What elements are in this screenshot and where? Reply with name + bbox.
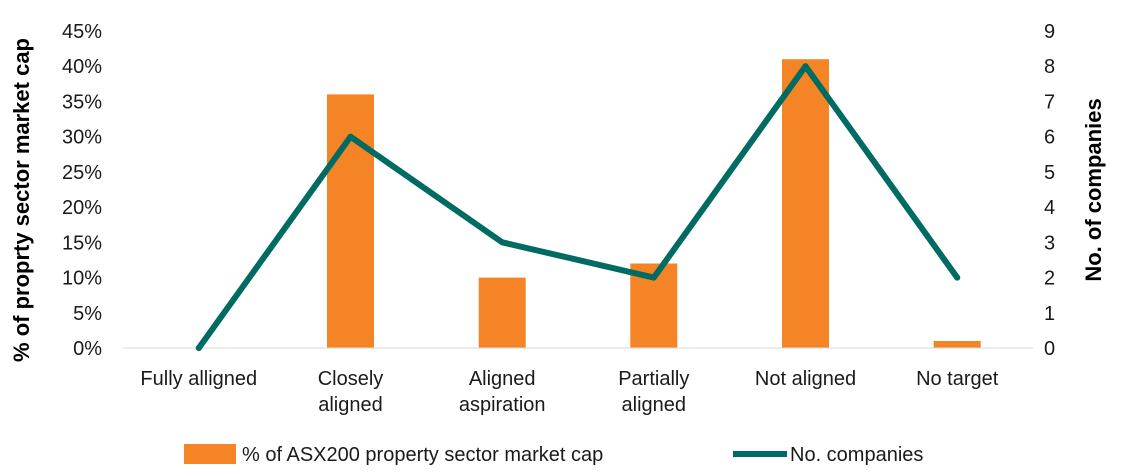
bar (782, 59, 829, 348)
left-y-tick-label: 45% (62, 21, 102, 43)
bar (933, 341, 981, 348)
left-y-tick-label: 30% (62, 127, 102, 149)
line-point (802, 63, 809, 70)
x-category-label: Aligned aspiration (459, 368, 546, 416)
right-y-tick-label: 0 (1044, 338, 1055, 360)
bar (478, 277, 526, 348)
right-y-tick-label: 8 (1044, 56, 1055, 78)
left-y-tick-label: 25% (62, 162, 102, 184)
right-y-tick-label: 1 (1044, 303, 1055, 325)
right-y-tick-label: 7 (1044, 91, 1055, 113)
right-y-tick-label: 5 (1044, 162, 1055, 184)
legend-label-line: No. companies (790, 444, 923, 466)
x-category-label: Not aligned (755, 368, 856, 390)
left-y-tick-label: 20% (62, 197, 102, 219)
right-y-tick-label: 9 (1044, 21, 1055, 43)
left-y-axis-ticks: 0% 5% 10% 15% 20% 25% 30% 35% 40% 45% (62, 21, 102, 360)
bar-series (327, 59, 981, 349)
line-series (195, 63, 961, 351)
left-y-tick-label: 10% (62, 268, 102, 290)
legend-swatch-bar (184, 444, 236, 464)
right-y-tick-label: 3 (1044, 232, 1055, 254)
right-y-tick-label: 4 (1044, 197, 1055, 219)
line-point (954, 274, 961, 281)
left-y-tick-label: 0% (73, 338, 102, 360)
x-category-label: No target (916, 368, 999, 390)
bar (327, 94, 374, 349)
line-point (499, 239, 506, 246)
left-y-tick-label: 5% (73, 303, 102, 325)
left-y-axis-title: % of proprty sector market cap (9, 38, 34, 362)
left-y-tick-label: 35% (62, 91, 102, 113)
line-point (650, 274, 657, 281)
legend: % of ASX200 property sector market cap N… (184, 444, 923, 466)
right-y-axis-ticks: 0 1 2 3 4 5 6 7 8 9 (1044, 21, 1055, 360)
x-category-label: Fully alligned (140, 368, 257, 390)
right-y-tick-label: 6 (1044, 127, 1055, 149)
right-y-tick-label: 2 (1044, 268, 1055, 290)
right-y-axis-title: No. of companies (1081, 98, 1106, 281)
x-category-label: Partially aligned (618, 368, 689, 416)
line-point (347, 133, 354, 140)
series-line (195, 63, 961, 351)
left-y-tick-label: 15% (62, 232, 102, 254)
legend-label-bar: % of ASX200 property sector market cap (242, 444, 603, 466)
line-point (195, 345, 202, 351)
x-category-label: Closely aligned (318, 368, 384, 416)
x-axis-category-labels: Fully alligned Closely aligned Aligned aspir… (140, 368, 998, 416)
left-y-tick-label: 40% (62, 56, 102, 78)
